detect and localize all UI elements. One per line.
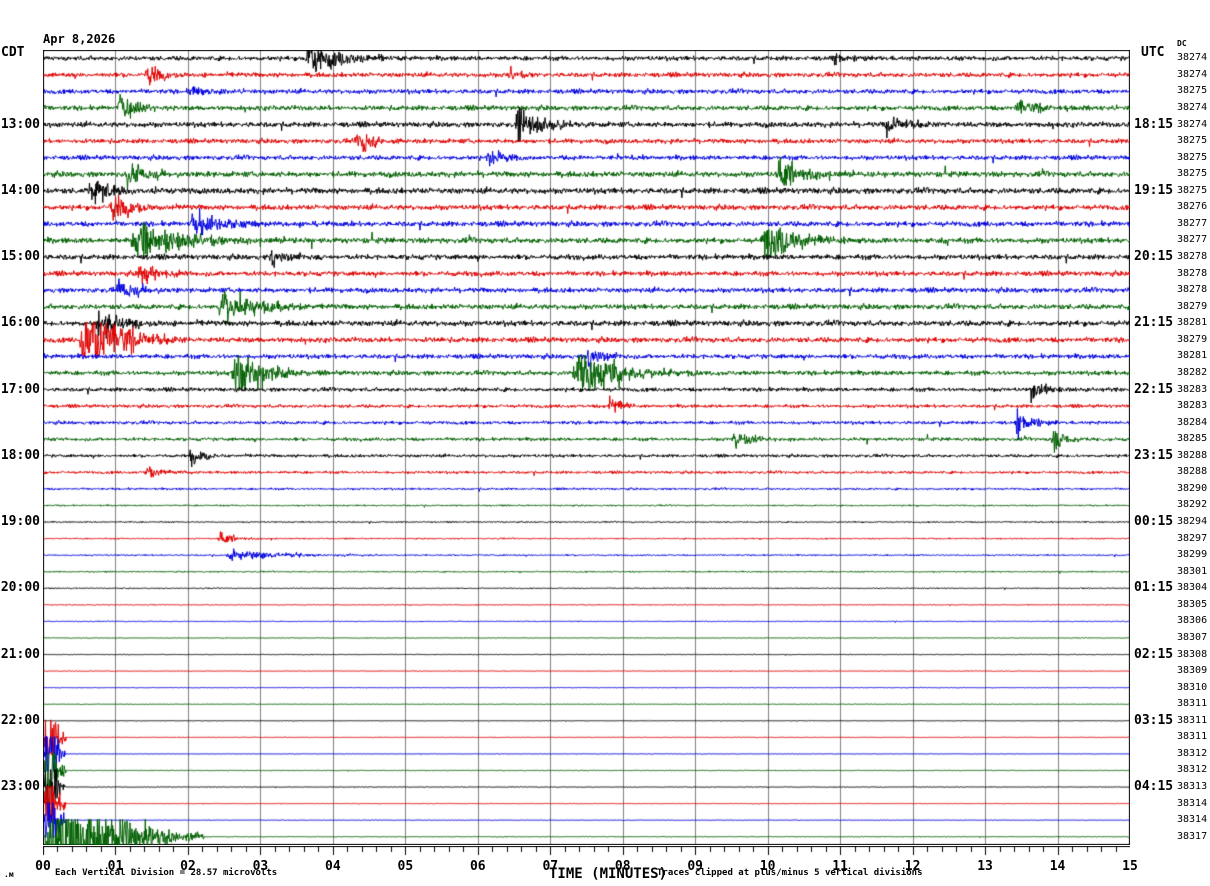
- dc-value: 38281: [1177, 317, 1208, 329]
- dc-value: 38283: [1177, 383, 1208, 395]
- right-hour-label: 23:15: [1134, 447, 1174, 463]
- x-tick-label: 06: [469, 859, 486, 874]
- seismogram-plot: [43, 50, 1130, 845]
- left-hour-label: 14:00: [0, 182, 40, 198]
- x-tick-label: 03: [252, 859, 269, 874]
- dc-value: 38279: [1177, 333, 1208, 345]
- dc-value: 38311: [1177, 714, 1208, 726]
- dc-value: 38314: [1177, 797, 1208, 809]
- dc-value: 38288: [1177, 466, 1208, 478]
- right-hour-label: 21:15: [1134, 315, 1174, 331]
- dc-value: 38317: [1177, 830, 1208, 842]
- dc-value: 38278: [1177, 267, 1208, 279]
- dc-value: 38274: [1177, 118, 1208, 130]
- record-date: Apr 8,2026: [43, 32, 116, 46]
- dc-value: 38312: [1177, 764, 1208, 776]
- right-hour-label: 18:15: [1134, 116, 1174, 132]
- x-tick-label: 14: [1049, 859, 1066, 874]
- dc-value: 38274: [1177, 101, 1208, 113]
- dc-value: 38274: [1177, 68, 1208, 80]
- dc-value: 38307: [1177, 631, 1208, 643]
- right-timezone-label: UTC: [1141, 45, 1165, 60]
- corner-mark: .м: [4, 870, 14, 879]
- x-tick-label: 10: [759, 859, 776, 874]
- dc-value: 38281: [1177, 350, 1208, 362]
- dc-value: 38314: [1177, 814, 1208, 826]
- left-hour-label: 13:00: [0, 116, 40, 132]
- dc-value: 38301: [1177, 565, 1208, 577]
- dc-value: 38308: [1177, 648, 1208, 660]
- dc-value: 38277: [1177, 234, 1208, 246]
- dc-value: 38275: [1177, 151, 1208, 163]
- dc-value: 38283: [1177, 400, 1208, 412]
- right-hour-label: 04:15: [1134, 779, 1174, 795]
- left-timezone-label: CDT: [1, 45, 25, 60]
- x-tick-label: 07: [542, 859, 559, 874]
- dc-value: 38275: [1177, 184, 1208, 196]
- left-hour-label: 22:00: [0, 712, 40, 728]
- x-axis-title: TIME (MINUTES): [549, 866, 668, 882]
- clipping-note: Traces clipped at plus/minus 5 vertical …: [657, 868, 923, 878]
- x-axis: 00 01 02 03 04 05 06 07 08 09 10 11 12 13 14 15: [35, 845, 1138, 875]
- dc-value: 38309: [1177, 665, 1208, 677]
- left-hour-label: 21:00: [0, 646, 40, 662]
- x-tick-label: 15: [1122, 859, 1138, 874]
- left-hour-label: 15:00: [0, 249, 40, 265]
- x-tick-label: 11: [832, 859, 848, 874]
- dc-value: 38299: [1177, 549, 1208, 561]
- scale-note: Each Vertical Division = 28.57 microvolt…: [55, 868, 278, 878]
- x-tick-label: 04: [325, 859, 341, 874]
- right-hour-label: 19:15: [1134, 182, 1174, 198]
- x-tick-label: 02: [180, 859, 196, 874]
- dc-value: 38285: [1177, 433, 1208, 445]
- dc-value: 38290: [1177, 482, 1208, 494]
- dc-value: 38311: [1177, 698, 1208, 710]
- dc-value: 38312: [1177, 747, 1208, 759]
- dc-value: 38306: [1177, 615, 1208, 627]
- dc-value: 38274: [1177, 52, 1208, 64]
- right-hour-label: 01:15: [1134, 580, 1174, 596]
- x-tick-label: 13: [977, 859, 993, 874]
- left-hour-label: 19:00: [0, 514, 40, 530]
- dc-value: 38275: [1177, 168, 1208, 180]
- dc-value: 38292: [1177, 499, 1208, 511]
- dc-value: 38282: [1177, 366, 1208, 378]
- left-hour-label: 18:00: [0, 447, 40, 463]
- seismogram-traces: [43, 50, 1130, 845]
- left-hour-label: 20:00: [0, 580, 40, 596]
- dc-value: 38284: [1177, 416, 1208, 428]
- dc-value: 38288: [1177, 449, 1208, 461]
- right-hour-label: 00:15: [1134, 514, 1174, 530]
- x-tick-label: 01: [107, 859, 124, 874]
- dc-value: 38276: [1177, 201, 1208, 213]
- dc-value: 38310: [1177, 681, 1208, 693]
- dc-value: 38297: [1177, 532, 1208, 544]
- left-hour-label: 23:00: [0, 779, 40, 795]
- left-hour-label: 17:00: [0, 381, 40, 397]
- dc-value: 38294: [1177, 516, 1208, 528]
- dc-value: 38278: [1177, 284, 1208, 296]
- right-hour-label: 03:15: [1134, 712, 1174, 728]
- x-tick-label: 05: [397, 859, 414, 874]
- left-hour-label: 16:00: [0, 315, 40, 331]
- dc-column-header: DC: [1177, 39, 1187, 48]
- x-tick-label: 08: [614, 859, 631, 874]
- right-hour-label: 22:15: [1134, 381, 1174, 397]
- dc-value: 38278: [1177, 251, 1208, 263]
- right-hour-label: 20:15: [1134, 249, 1174, 265]
- x-tick-label: 00: [35, 859, 51, 874]
- dc-value: 38305: [1177, 598, 1208, 610]
- x-axis-ticks: [43, 846, 1130, 860]
- dc-value: 38275: [1177, 135, 1208, 147]
- dc-value: 38311: [1177, 731, 1208, 743]
- right-hour-label: 02:15: [1134, 646, 1174, 662]
- x-tick-label: 12: [904, 859, 921, 874]
- x-tick-label: 09: [687, 859, 704, 874]
- dc-value: 38277: [1177, 217, 1208, 229]
- dc-value: 38275: [1177, 85, 1208, 97]
- dc-value: 38313: [1177, 781, 1208, 793]
- dc-value: 38304: [1177, 582, 1208, 594]
- dc-value: 38279: [1177, 300, 1208, 312]
